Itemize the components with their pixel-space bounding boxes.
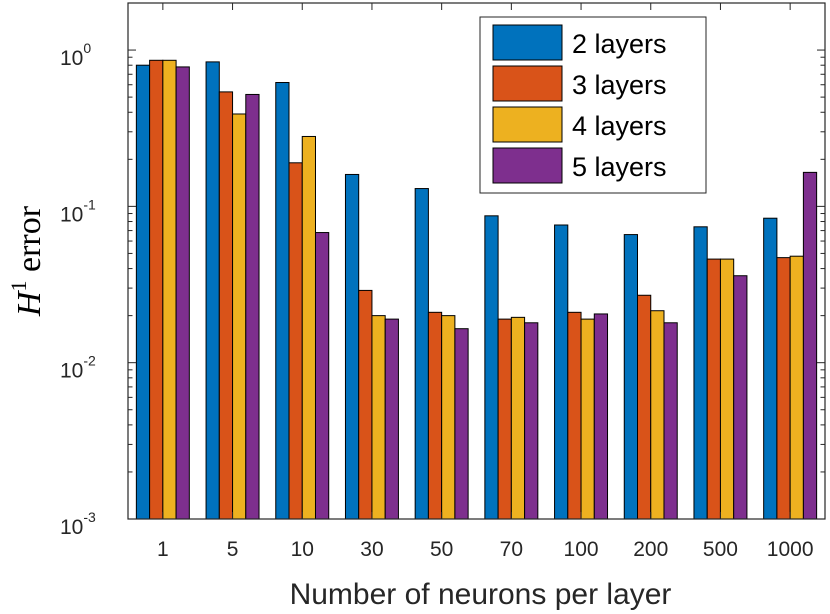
legend-swatch-3-layers xyxy=(492,65,563,102)
x-tick-label: 5 xyxy=(227,538,239,561)
x-tick-label: 200 xyxy=(633,538,668,561)
bar-5-layers-200 xyxy=(663,322,678,520)
x-tick-label: 100 xyxy=(564,538,599,561)
bar-4-layers-5 xyxy=(232,113,247,520)
axes-box xyxy=(127,2,826,520)
bar-4-layers-200 xyxy=(650,310,665,520)
x-tick-label: 10 xyxy=(291,538,314,561)
bar-5-layers-30 xyxy=(384,318,399,520)
bar-3-layers-100 xyxy=(567,311,582,520)
x-tick-label: 500 xyxy=(703,538,738,561)
bar-3-layers-10 xyxy=(288,162,303,520)
y-tick-label: 10-2 xyxy=(60,353,96,383)
y-tick-label: 100 xyxy=(60,40,91,70)
axes: 100 10-1 10-2 10-3 1 5 10 30 50 70 100 200 500 1000 xyxy=(60,2,826,561)
bar-4-layers-70 xyxy=(510,316,526,520)
bar-2-layers-1000 xyxy=(763,217,778,520)
bar-4-layers-1 xyxy=(162,59,177,520)
legend: 2 layers 3 layers 4 layers 5 layers xyxy=(479,16,707,194)
bar-3-layers-5 xyxy=(218,91,234,520)
x-tick-label: 70 xyxy=(500,538,523,561)
bar-2-layers-50 xyxy=(414,188,429,520)
bar-4-layers-100 xyxy=(580,318,595,520)
legend-swatch-4-layers xyxy=(492,106,563,143)
bar-3-layers-1000 xyxy=(776,257,791,520)
bar-2-layers-10 xyxy=(275,82,290,520)
axis-labels: Number of neurons per layer H1 error xyxy=(6,205,671,611)
legend-label-4-layers: 4 layers xyxy=(572,111,667,141)
x-tick-label: 50 xyxy=(430,538,453,561)
bar-2-layers-70 xyxy=(484,215,499,520)
bar-5-layers-50 xyxy=(454,328,469,520)
bar-5-layers-100 xyxy=(593,313,609,520)
bar-2-layers-200 xyxy=(623,234,639,520)
bar-4-layers-10 xyxy=(301,135,316,520)
bar-3-layers-30 xyxy=(358,289,373,520)
bar-4-layers-1000 xyxy=(789,255,804,520)
bar-2-layers-100 xyxy=(554,224,569,520)
bar-2-layers-5 xyxy=(205,61,220,520)
bar-5-layers-1000 xyxy=(802,171,818,520)
y-tick-label: 10-1 xyxy=(60,196,96,226)
bar-3-layers-500 xyxy=(706,258,721,520)
bar-5-layers-500 xyxy=(733,275,748,520)
legend-label-3-layers: 3 layers xyxy=(572,70,667,100)
x-axis-label: Number of neurons per layer xyxy=(290,578,672,611)
x-tick-label: 30 xyxy=(360,538,383,561)
legend-label-2-layers: 2 layers xyxy=(572,29,667,59)
bar-3-layers-70 xyxy=(497,318,512,520)
legend-label-5-layers: 5 layers xyxy=(572,152,667,182)
bar-3-layers-50 xyxy=(427,311,443,520)
bar-4-layers-30 xyxy=(371,315,386,520)
bar-4-layers-500 xyxy=(719,258,735,520)
bar-3-layers-200 xyxy=(637,294,652,520)
x-tick-label: 1000 xyxy=(767,538,814,561)
bar-5-layers-10 xyxy=(314,232,330,520)
bar-5-layers-1 xyxy=(175,66,190,520)
bar-2-layers-30 xyxy=(344,173,360,520)
legend-swatch-2-layers xyxy=(492,24,563,61)
bar-2-layers-1 xyxy=(135,64,151,520)
bar-5-layers-5 xyxy=(245,93,260,520)
bars xyxy=(135,59,818,520)
y-axis-label: H1 error xyxy=(6,205,48,317)
legend-swatch-5-layers xyxy=(492,147,563,184)
x-tick-label: 1 xyxy=(157,538,169,561)
bar-3-layers-1 xyxy=(149,59,164,520)
bar-5-layers-70 xyxy=(524,322,539,520)
bar-4-layers-50 xyxy=(441,315,456,520)
y-tick-label: 10-3 xyxy=(60,509,96,539)
bar-2-layers-500 xyxy=(693,226,708,520)
